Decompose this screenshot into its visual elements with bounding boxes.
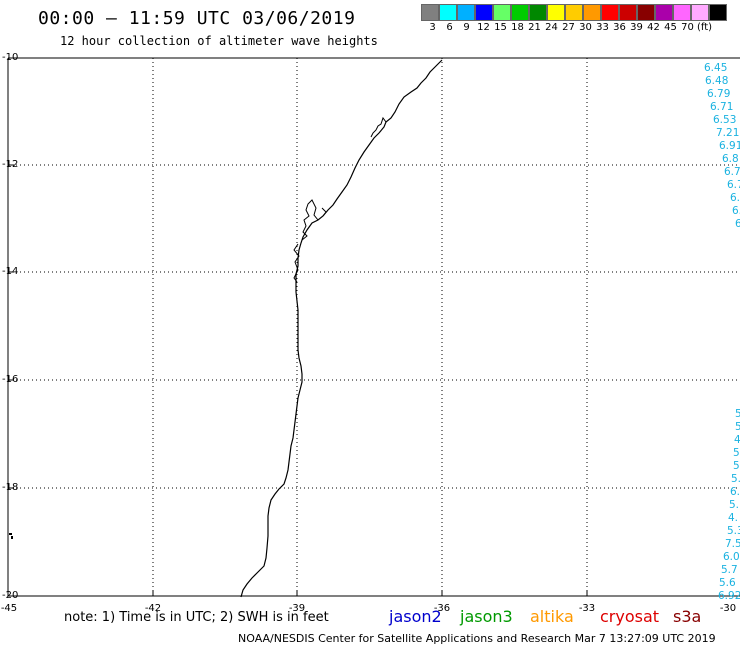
swh-value: 6.45 — [704, 62, 728, 74]
scale-swatch — [565, 4, 583, 21]
scale-tick-label: 27 — [562, 22, 575, 33]
lat-label: -10 — [2, 52, 19, 63]
coastline — [240, 59, 443, 598]
coastline-bay — [301, 199, 319, 241]
lat-label: -18 — [2, 482, 19, 493]
scale-tick-label: 12 — [477, 22, 490, 33]
swh-value: 6.71 — [710, 101, 734, 113]
wave-height-color-scale — [421, 4, 727, 21]
color-scale-ticks: 3 6 9 12 15 18 21 24 27 30 33 36 39 42 45 70 (ft) — [424, 22, 713, 33]
swh-value: 6.79 — [707, 88, 731, 100]
scale-swatch — [529, 4, 547, 21]
swh-value: 6.0 — [723, 551, 740, 563]
map-frame — [7, 57, 740, 597]
credit-line: NOAA/NESDIS Center for Satellite Applica… — [238, 632, 716, 645]
scale-swatch — [637, 4, 655, 21]
scale-tick-label: 24 — [545, 22, 558, 33]
lon-label: -30 — [719, 603, 737, 614]
legend-s3a: s3a — [673, 607, 702, 626]
legend-altika: altika — [530, 607, 574, 626]
axis-ticks — [8, 57, 588, 596]
coastline-islands — [293, 207, 327, 283]
scale-swatch — [547, 4, 565, 21]
swh-value: 6.7 — [727, 179, 740, 191]
scale-swatch — [673, 4, 691, 21]
swh-value: 6.53 — [713, 114, 737, 126]
scale-swatch — [709, 4, 727, 21]
scale-swatch — [619, 4, 637, 21]
swh-value: 6. — [730, 486, 740, 498]
map-subtitle: 12 hour collection of altimeter wave hei… — [60, 34, 378, 48]
scale-swatch — [511, 4, 529, 21]
lon-label: -36 — [433, 603, 451, 614]
lon-label: -42 — [144, 603, 162, 614]
scale-swatch — [457, 4, 475, 21]
swh-value: 6.8 — [722, 153, 739, 165]
swh-value: 6.92 — [718, 590, 740, 602]
scale-swatch — [439, 4, 457, 21]
swh-value: 6.7 — [724, 166, 740, 178]
scale-swatch — [493, 4, 511, 21]
legend-jason2: jason2 — [389, 607, 442, 626]
scale-tick-label: 6 — [446, 22, 453, 33]
lon-label: -33 — [578, 603, 596, 614]
scale-tick-label: 70 — [681, 22, 694, 33]
lon-label: -39 — [288, 603, 306, 614]
scale-swatch — [475, 4, 493, 21]
lat-label: -16 — [2, 374, 19, 385]
lat-label: -20 — [2, 590, 19, 601]
map-title: 00:00 – 11:59 UTC 03/06/2019 — [38, 8, 356, 29]
scale-tick-label: 33 — [596, 22, 609, 33]
scale-swatch — [583, 4, 601, 21]
swh-value: 5. — [731, 473, 740, 485]
swh-value: 6 — [735, 218, 740, 230]
swh-value: 5.3 — [727, 525, 740, 537]
swh-value: 7.5 — [725, 538, 740, 550]
swh-value: 6. — [730, 192, 740, 204]
scale-tick-label: 3 — [429, 22, 436, 33]
coastline-inlet-north — [370, 116, 387, 138]
lat-label: -12 — [2, 159, 19, 170]
swh-value: 6. — [732, 205, 740, 217]
swh-value: 5 — [735, 421, 740, 433]
scale-swatch — [601, 4, 619, 21]
scale-tick-label: (ft) — [696, 22, 713, 33]
swh-value: 6.48 — [705, 75, 729, 87]
swh-value: 5.7 — [721, 564, 738, 576]
lon-label: -45 — [0, 603, 18, 614]
swh-value: 6.91 — [719, 140, 740, 152]
scale-tick-label: 21 — [528, 22, 541, 33]
scale-tick-label: 15 — [494, 22, 507, 33]
footnote: note: 1) Time is in UTC; 2) SWH is in fe… — [64, 610, 329, 625]
scale-tick-label: 45 — [664, 22, 677, 33]
lat-label: -14 — [2, 266, 19, 277]
scale-tick-label: 30 — [579, 22, 592, 33]
scale-swatch — [655, 4, 673, 21]
map-grid — [8, 58, 740, 596]
scale-tick-label: 9 — [463, 22, 470, 33]
offshore-islands — [9, 533, 13, 539]
swh-value: 4. — [728, 512, 739, 524]
legend-cryosat: cryosat — [600, 607, 660, 626]
scale-tick-label: 42 — [647, 22, 660, 33]
swh-value: 5.6 — [719, 577, 736, 589]
swh-value: 5 — [735, 408, 740, 420]
swh-value: 7.21 — [716, 127, 740, 139]
scale-swatch — [691, 4, 709, 21]
scale-tick-label: 39 — [630, 22, 643, 33]
scale-tick-label: 18 — [511, 22, 524, 33]
swh-value: 5. — [729, 499, 740, 511]
scale-tick-label: 36 — [613, 22, 626, 33]
swh-value: 5 — [733, 447, 740, 459]
scale-swatch — [421, 4, 439, 21]
swh-value: 5 — [733, 460, 740, 472]
swh-value: 4 — [734, 434, 740, 446]
legend-jason3: jason3 — [460, 607, 513, 626]
